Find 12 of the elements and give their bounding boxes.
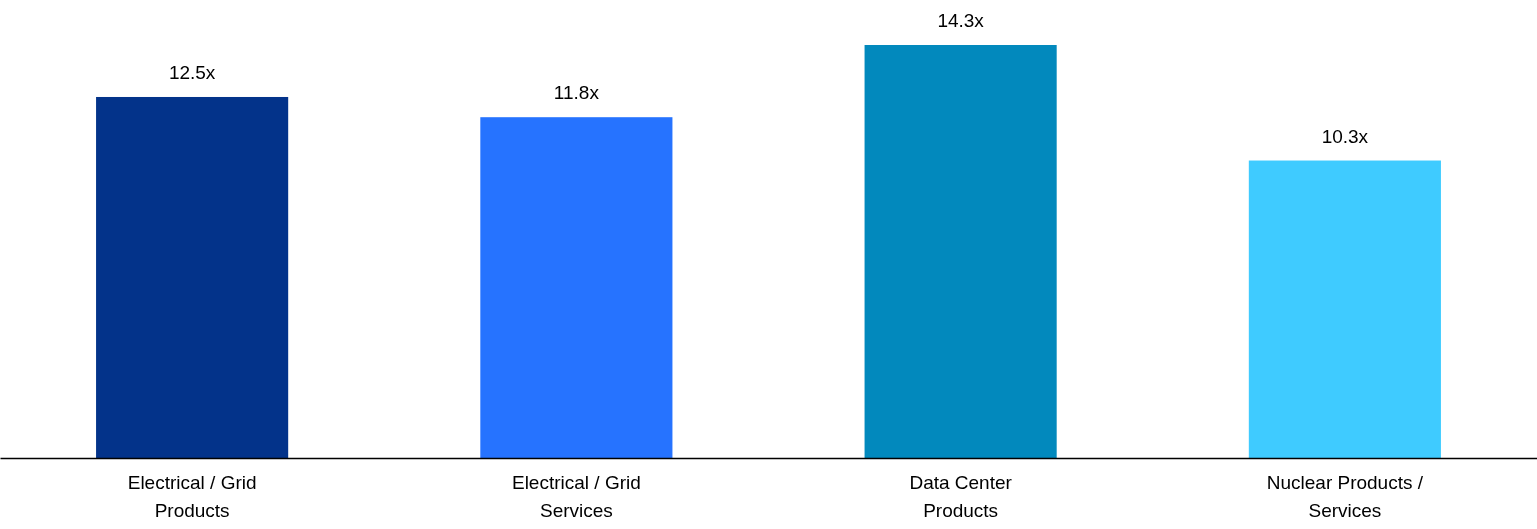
bar [1248, 160, 1441, 458]
x-tick-label: Electrical / Grid Products [127, 472, 257, 522]
bar [96, 96, 289, 458]
data-label: 11.8x [553, 82, 600, 104]
x-tick-label: Electrical / Grid Services [511, 472, 641, 522]
data-label: 10.3x [1321, 125, 1369, 147]
bar [864, 45, 1057, 458]
x-tick-label: Nuclear Products / Services [1266, 472, 1424, 522]
data-label: 12.5x [168, 61, 216, 83]
data-label: 14.3x [937, 10, 985, 31]
bar [480, 117, 673, 458]
x-tick-label: Data Center Products [909, 472, 1013, 522]
